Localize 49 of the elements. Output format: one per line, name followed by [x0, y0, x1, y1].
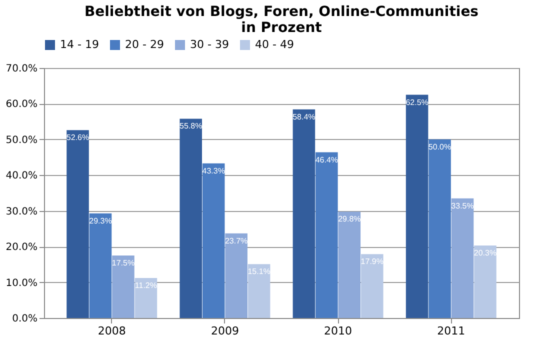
y-tick-label: 60.0% — [6, 99, 38, 110]
data-label: 55.8% — [180, 122, 202, 131]
legend-label: 14 - 19 — [60, 38, 99, 51]
bar — [66, 130, 89, 318]
legend-label: 40 - 49 — [255, 38, 294, 51]
data-label: 50.0% — [428, 142, 452, 152]
data-label: 43.3% — [202, 166, 225, 176]
bar — [406, 94, 428, 318]
y-tick-label: 20.0% — [6, 242, 38, 254]
y-tick-label: 30.0% — [6, 206, 38, 218]
bar — [248, 264, 270, 318]
data-label: 17.9% — [360, 257, 384, 266]
bar — [428, 139, 451, 318]
data-label: 62.5% — [406, 98, 428, 107]
y-tick-label: 10.0% — [6, 278, 38, 289]
bar — [134, 278, 158, 318]
data-label: 46.4% — [315, 155, 338, 164]
x-tick-label: 2009 — [210, 324, 239, 338]
bar — [180, 118, 202, 318]
data-label: 58.4% — [292, 112, 316, 122]
bar — [112, 256, 134, 318]
bar — [338, 212, 361, 318]
x-tick-label: 2011 — [437, 324, 466, 338]
bar — [451, 198, 474, 318]
data-label: 15.1% — [248, 267, 270, 276]
bar — [89, 213, 112, 318]
y-tick-label: 70.0% — [6, 64, 38, 74]
data-label: 23.7% — [224, 236, 248, 246]
bar — [361, 254, 384, 318]
y-tick-label: 0.0% — [12, 314, 38, 324]
bar — [225, 233, 248, 318]
bar — [202, 163, 225, 318]
y-tick-label: 50.0% — [6, 134, 38, 146]
data-label: 17.5% — [112, 258, 135, 268]
data-label: 11.2% — [134, 281, 158, 290]
data-label: 20.3% — [474, 248, 497, 258]
data-label: 29.3% — [89, 216, 112, 226]
bar — [292, 109, 316, 318]
legend-label: 20 - 29 — [125, 38, 164, 51]
data-label: 29.8% — [338, 214, 361, 224]
x-tick-label: 2010 — [324, 324, 352, 338]
legend-label: 30 - 39 — [190, 38, 229, 51]
chart-title: Beliebtheit von Blogs, Foren, Online-Communities in Prozent — [84, 4, 479, 36]
y-tick-label: 40.0% — [6, 170, 38, 182]
x-tick-label: 2008 — [98, 324, 126, 338]
data-label: 52.6% — [66, 133, 90, 142]
data-label: 33.5% — [451, 201, 474, 210]
bar — [474, 246, 496, 318]
bar — [316, 152, 338, 318]
